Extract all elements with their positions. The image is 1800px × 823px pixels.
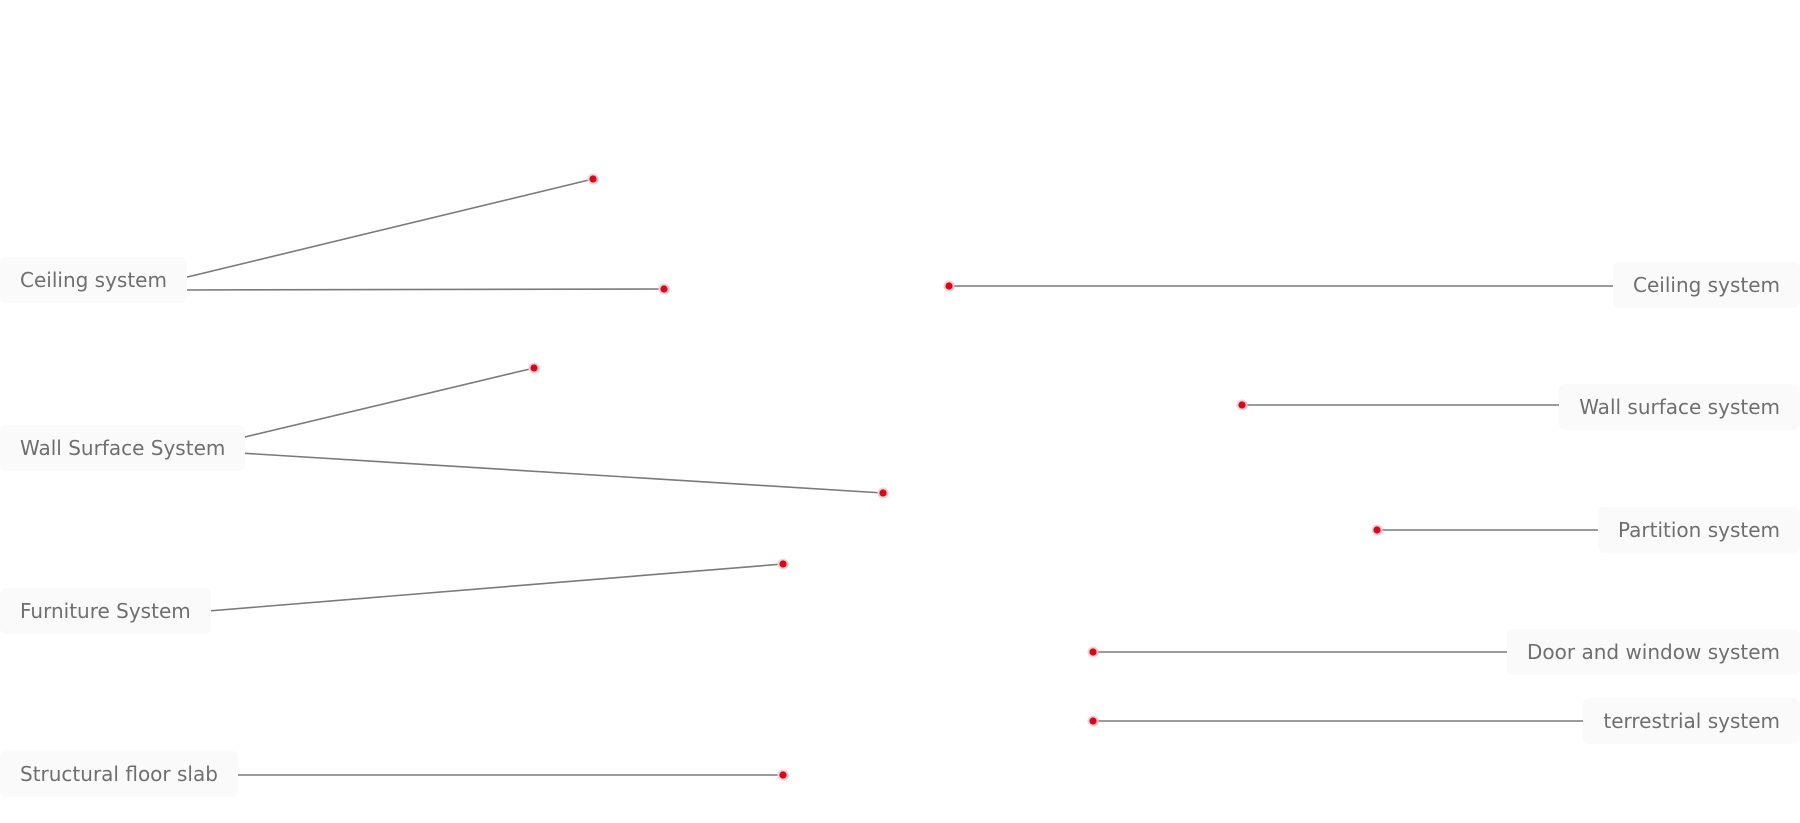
label-right-ceiling-system: Ceiling system <box>1613 262 1800 308</box>
anchor-dot <box>879 489 887 497</box>
leader-line <box>174 288 665 291</box>
label-right-wall-surface-system: Wall surface system <box>1559 384 1800 430</box>
anchor-dot <box>1089 648 1097 656</box>
leader-left-ceiling-2 <box>171 283 670 295</box>
label-right-partition-system: Partition system <box>1597 507 1800 553</box>
leader-right-door <box>1087 646 1531 658</box>
leader-right-terrestrial <box>1087 715 1606 727</box>
anchor-dot <box>779 771 787 779</box>
label-left-ceiling-system: Ceiling system <box>0 257 187 303</box>
leader-line <box>223 451 884 494</box>
leader-left-wall-2 <box>220 448 889 499</box>
leader-right-ceiling <box>943 280 1632 292</box>
anchor-dot <box>589 175 597 183</box>
label-left-structural-floor-slab: Structural floor slab <box>0 751 238 797</box>
leader-right-wall <box>1236 399 1584 411</box>
leader-line <box>223 367 535 443</box>
anchor-dot <box>1373 526 1381 534</box>
leader-right-partition <box>1371 524 1618 536</box>
anchor-dot <box>530 364 538 372</box>
anchor-dot <box>660 285 668 293</box>
label-right-terrestrial-system: terrestrial system <box>1583 698 1800 744</box>
anchor-dot <box>945 282 953 290</box>
anchor-dot <box>1238 401 1246 409</box>
leader-left-furniture <box>192 558 789 616</box>
label-left-wall-surface-system: Wall Surface System <box>0 425 246 471</box>
leader-line <box>195 563 784 613</box>
anchor-dot <box>779 560 787 568</box>
label-right-door-and-window-system: Door and window system <box>1507 629 1800 675</box>
leader-left-ceiling-1 <box>171 173 599 284</box>
leader-left-wall-1 <box>220 362 540 446</box>
anchor-dot <box>1089 717 1097 725</box>
leader-line <box>174 178 594 281</box>
label-left-furniture-system: Furniture System <box>0 588 211 634</box>
leader-left-slab <box>215 769 789 781</box>
